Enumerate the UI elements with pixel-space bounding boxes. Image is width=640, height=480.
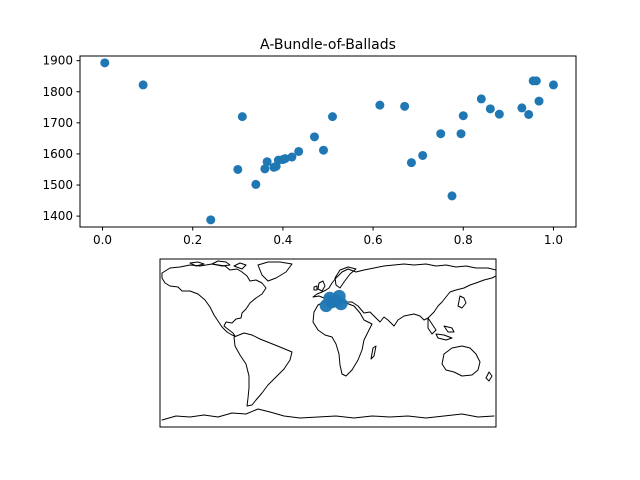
x-tick-label: 0.2 — [183, 233, 202, 247]
scatter-point — [524, 109, 534, 119]
coastline-british-isles — [313, 280, 326, 292]
x-tick-label: 0.4 — [273, 233, 292, 247]
coastline-south-america — [233, 332, 293, 407]
scatter-point — [436, 129, 446, 139]
scatter-point — [534, 96, 544, 106]
scatter-point — [494, 109, 504, 119]
y-tick-label: 1600 — [42, 147, 73, 161]
coastline-arctic-islands — [189, 260, 247, 270]
map-markers — [319, 289, 348, 313]
scatter-point — [531, 76, 541, 86]
coastline-eurasia — [312, 263, 496, 327]
scatter-point — [328, 112, 338, 122]
scatter-point — [100, 58, 110, 68]
coastline-japan — [457, 295, 467, 309]
map-marker — [332, 289, 346, 303]
scatter-point — [418, 150, 428, 160]
coastline-antarctica — [161, 408, 495, 421]
scatter-axis-ticks: 0.0 0.2 0.4 0.6 0.8 1.0 1400 1500 1600 1700 1800 19… — [42, 54, 563, 247]
coastline-scandinavia — [334, 266, 357, 289]
y-tick-label: 1800 — [42, 85, 73, 99]
scatter-point — [138, 80, 148, 90]
coastline-madagascar — [370, 345, 377, 360]
chart-title: A-Bundle-of-Ballads — [260, 37, 396, 53]
scatter-point — [294, 146, 304, 156]
y-tick-label: 1400 — [42, 209, 73, 223]
map-frame — [159, 258, 497, 428]
scatter-point — [260, 164, 270, 174]
scatter-point — [280, 154, 290, 164]
scatter-chart: A-Bundle-of-Ballads 0.0 0.2 0.4 0.6 0.8 1.0 14… — [42, 37, 577, 247]
coastline-greenland — [257, 261, 293, 282]
scatter-point — [206, 215, 216, 225]
scatter-point — [233, 164, 243, 174]
scatter-point — [287, 152, 297, 162]
x-tick-label: 0.0 — [93, 233, 112, 247]
coastline-australia — [441, 345, 481, 377]
scatter-point — [476, 94, 486, 104]
world-map — [159, 258, 497, 428]
scatter-point — [237, 112, 247, 122]
scatter-point — [548, 80, 558, 90]
x-tick-label: 0.6 — [364, 233, 383, 247]
scatter-point — [318, 145, 328, 155]
x-tick-label: 1.0 — [544, 233, 563, 247]
scatter-point — [262, 157, 272, 167]
map-background — [160, 259, 496, 427]
coastline-southeast-asia — [427, 317, 455, 341]
scatter-point — [447, 191, 457, 201]
coastlines — [161, 260, 496, 421]
scatter-point — [400, 101, 410, 111]
scatter-point — [251, 179, 261, 189]
y-tick-label: 1700 — [42, 116, 73, 130]
scatter-points — [100, 58, 558, 225]
scatter-point — [458, 111, 468, 121]
scatter-point — [456, 129, 466, 139]
scatter-plot-area — [79, 55, 577, 228]
scatter-point — [309, 132, 319, 142]
coastline-africa — [312, 300, 373, 377]
scatter-point — [485, 104, 495, 114]
y-tick-label: 1900 — [42, 54, 73, 68]
x-tick-label: 0.8 — [454, 233, 473, 247]
scatter-point — [375, 100, 385, 110]
coastline-north-america — [161, 263, 267, 337]
coastline-new-zealand — [485, 371, 493, 382]
y-tick-label: 1500 — [42, 178, 73, 192]
scatter-point — [406, 158, 416, 168]
scatter-point — [517, 103, 527, 113]
